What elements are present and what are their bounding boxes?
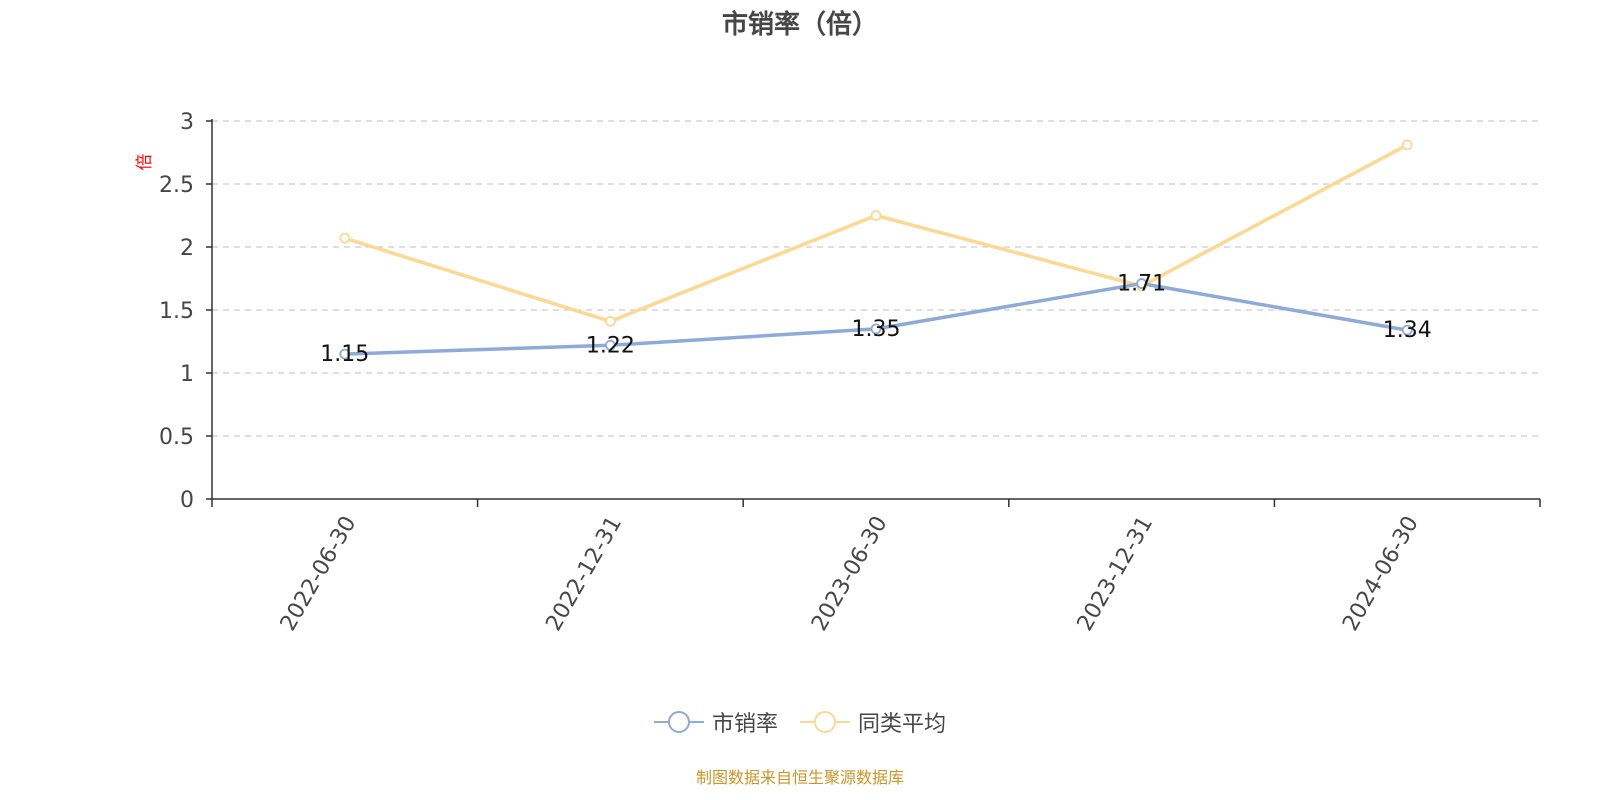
x-tick-label: 2022-06-30 [276,512,362,635]
data-label: 1.34 [1383,318,1432,343]
y-axis-label: 倍 [135,154,155,171]
line-chart: 0 0.5 1 1.5 2 2.5 3 倍 2022-06-30 2022-12-31 2023-0… [135,110,1541,635]
data-label: 1.15 [320,342,369,367]
data-point [870,210,882,221]
legend-marker-icon [800,711,850,733]
y-tick-label: 2 [180,236,194,261]
legend-marker-icon [653,711,704,733]
y-tick-label: 0 [180,488,194,513]
y-tick-label: 1.5 [159,299,194,324]
y-tick-label: 2.5 [159,173,194,198]
legend-label: 市销率 [711,712,778,737]
x-tick-label: 2024-06-30 [1338,512,1424,635]
data-point [605,315,616,327]
data-label: 1.71 [1117,272,1166,297]
source-note: 制图数据来自恒生聚源数据库 [695,768,904,787]
x-tick-label: 2023-12-31 [1073,512,1159,635]
y-tick-label: 3 [180,110,194,135]
data-label: 1.35 [852,317,901,342]
data-point [1401,139,1413,151]
series-line [344,143,1409,324]
legend-item-pe[interactable]: 市销率 [653,706,778,738]
data-point [1401,324,1413,336]
data-point [339,232,351,244]
legend-item-peer-average[interactable]: 同类平均 [800,706,946,738]
x-tick-label: 2023-06-30 [807,512,893,635]
chart-title: 市销率（倍） [721,10,878,40]
y-tick-label: 1 [180,362,194,387]
data-point [605,339,616,351]
chart-legend: 市销率 同类平均 [0,706,1600,738]
y-tick-label: 0.5 [159,425,194,450]
data-label: 1.22 [586,333,635,358]
x-tick-label: 2022-12-31 [541,512,627,635]
data-point [339,348,351,360]
data-point [870,323,882,335]
legend-label: 同类平均 [858,712,947,737]
data-point [1136,278,1147,289]
